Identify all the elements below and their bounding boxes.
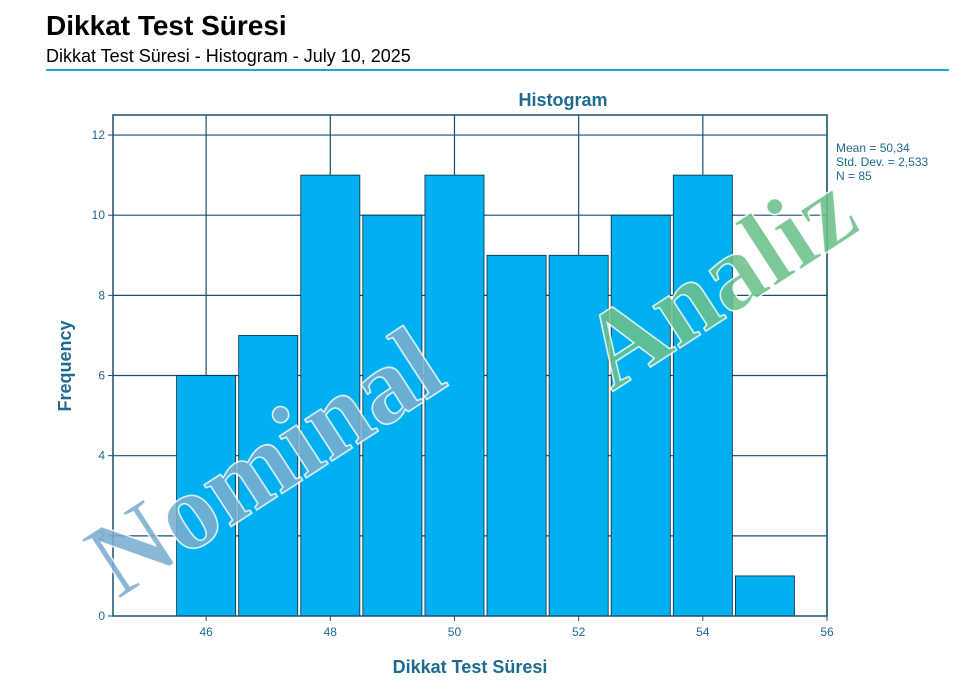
x-axis-title: Dikkat Test Süresi <box>393 657 548 677</box>
x-tick-label: 54 <box>696 625 710 639</box>
chart-title: Histogram <box>518 90 607 110</box>
histogram-bar <box>672 174 733 617</box>
header-divider <box>46 69 949 71</box>
histogram-bar <box>548 254 609 617</box>
y-tick-label: 2 <box>98 529 105 543</box>
histogram-bar <box>238 335 299 617</box>
x-axis-ticks: 46 48 50 52 54 56 <box>199 616 834 639</box>
histogram-bar <box>176 375 237 617</box>
y-tick-label: 4 <box>98 449 105 463</box>
histogram-bar <box>734 575 795 617</box>
y-tick-label: 6 <box>98 369 105 383</box>
chart-bars <box>176 174 795 617</box>
x-tick-label: 50 <box>448 625 462 639</box>
histogram-bar <box>362 214 423 617</box>
x-tick-label: 48 <box>324 625 338 639</box>
y-axis-ticks: 0 2 4 6 8 10 12 <box>92 128 113 623</box>
x-tick-label: 46 <box>199 625 213 639</box>
plot-frame <box>112 114 828 617</box>
histogram-bar <box>486 254 547 617</box>
stat-std-dev: Std. Dev. = 2,533 <box>836 155 928 169</box>
x-tick-label: 52 <box>572 625 586 639</box>
y-tick-label: 12 <box>92 128 106 142</box>
page-title: Dikkat Test Süresi <box>46 10 287 41</box>
histogram-bar <box>300 174 361 617</box>
x-tick-label: 56 <box>820 625 834 639</box>
histogram-bar <box>424 174 485 617</box>
y-tick-label: 8 <box>98 288 105 302</box>
y-axis-title: Frequency <box>55 320 75 411</box>
y-tick-label: 0 <box>98 609 105 623</box>
stat-n: N = 85 <box>836 169 872 183</box>
stat-mean: Mean = 50,34 <box>836 141 910 155</box>
page-subtitle: Dikkat Test Süresi - Histogram - July 10… <box>46 46 411 66</box>
histogram-bar <box>610 214 671 617</box>
y-tick-label: 10 <box>92 208 106 222</box>
